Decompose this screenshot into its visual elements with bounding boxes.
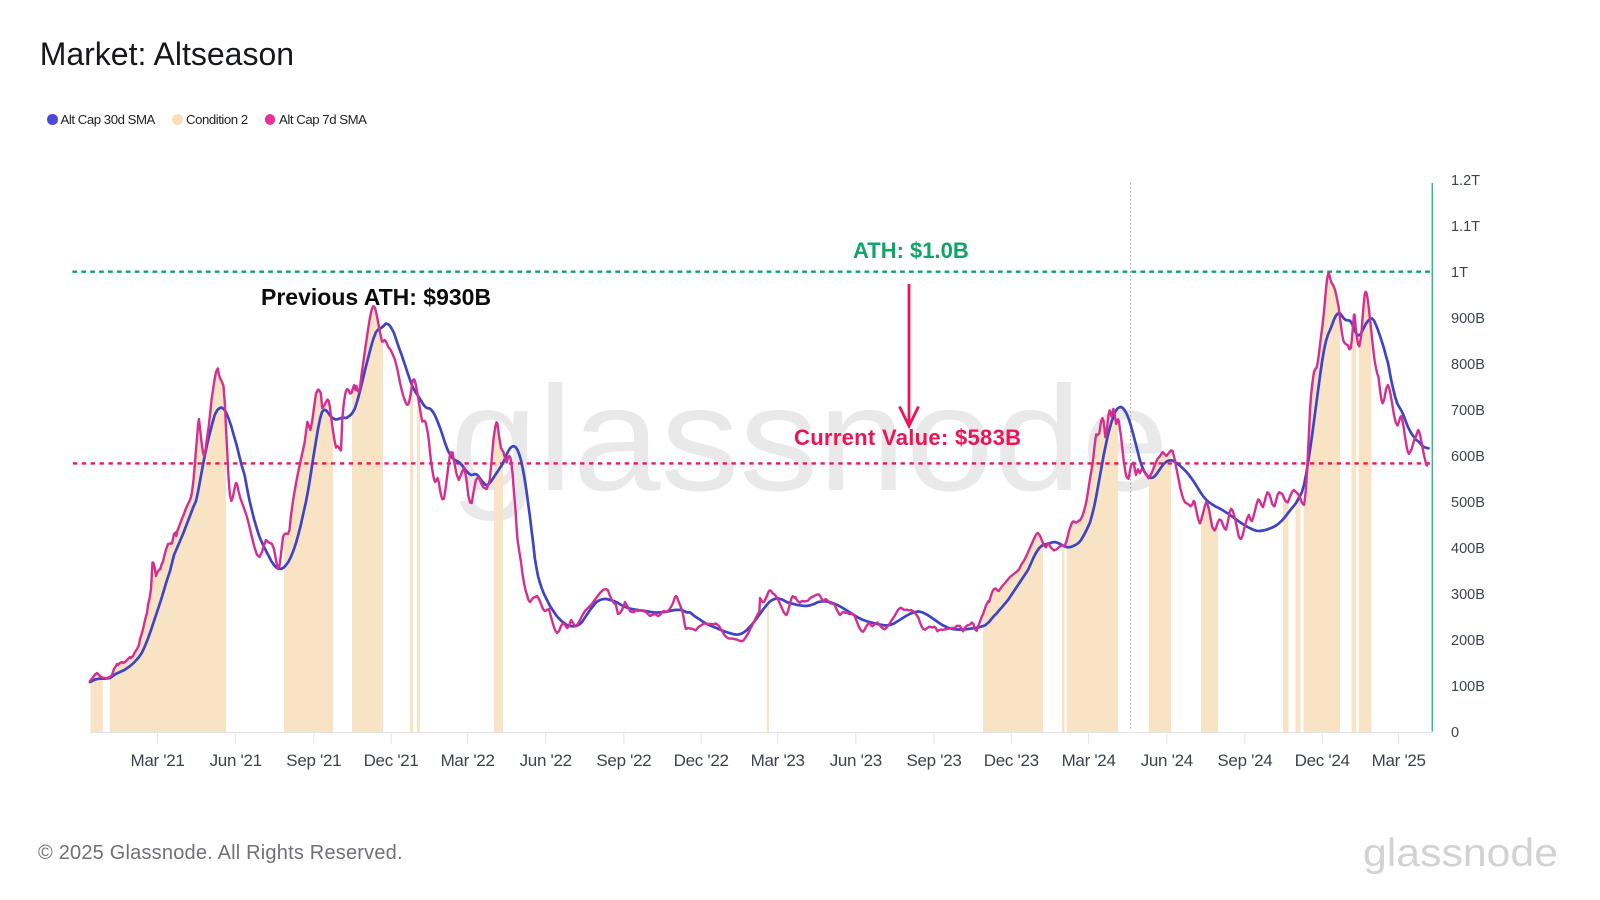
svg-text:glassnode: glassnode (1363, 832, 1558, 875)
svg-text:glassnode: glassnode (450, 355, 1169, 522)
